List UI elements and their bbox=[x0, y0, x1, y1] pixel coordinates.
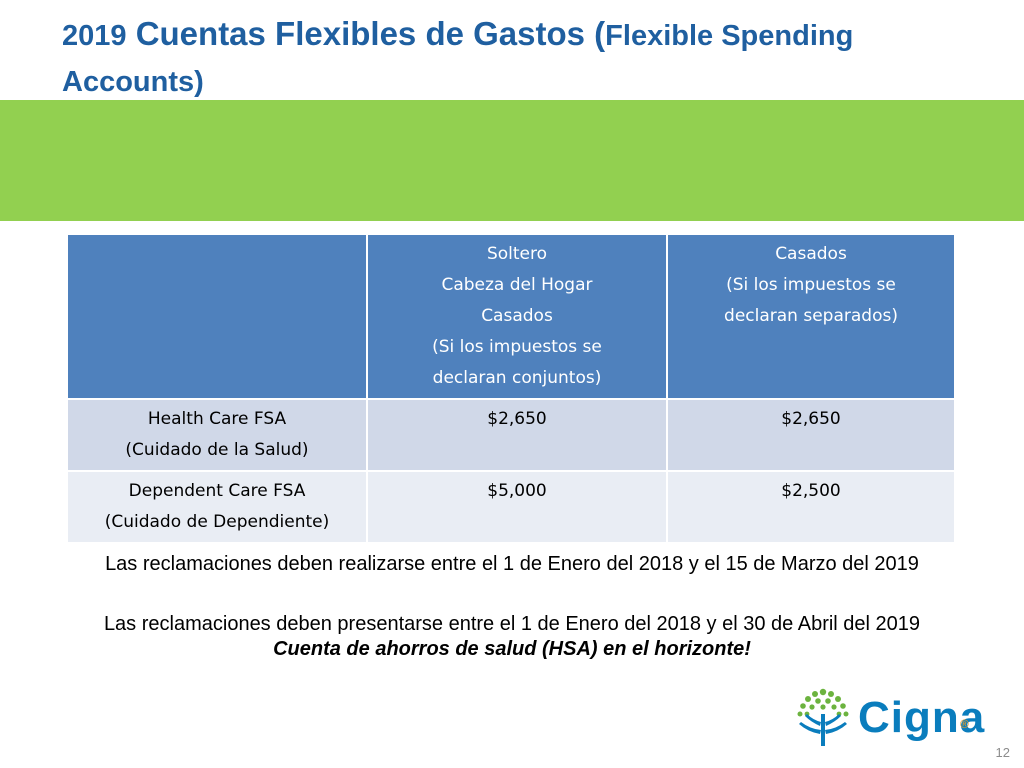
claims-realize-note: Las reclamaciones deben realizarse entre… bbox=[105, 553, 919, 575]
title-main: Cuentas Flexibles de Gastos ( bbox=[135, 15, 606, 52]
cigna-logo-text: Cigna bbox=[858, 693, 986, 742]
page-number: 12 bbox=[995, 745, 1010, 760]
header-married-separate: Casados (Si los impuestos se declaran se… bbox=[666, 233, 956, 400]
table-header-row: Soltero Cabeza del Hogar Casados (Si los… bbox=[66, 233, 956, 400]
registered-mark: ® bbox=[960, 717, 969, 731]
table-row: Health Care FSA (Cuidado de la Salud) $2… bbox=[66, 398, 956, 472]
header-empty-cell bbox=[66, 233, 368, 400]
green-banner bbox=[0, 100, 1024, 221]
slide-title: 2019 Cuentas Flexibles de Gastos (Flexib… bbox=[62, 12, 962, 104]
row-label-health-care: Health Care FSA (Cuidado de la Salud) bbox=[66, 398, 368, 472]
cell-dependent-single: $5,000 bbox=[366, 470, 668, 544]
header-single-joint: Soltero Cabeza del Hogar Casados (Si los… bbox=[366, 233, 668, 400]
hsa-note: Cuenta de ahorros de salud (HSA) en el h… bbox=[273, 638, 751, 660]
claims-submit-note: Las reclamaciones deben presentarse entr… bbox=[103, 613, 921, 635]
cell-health-married: $2,650 bbox=[666, 398, 956, 472]
table-row: Dependent Care FSA (Cuidado de Dependien… bbox=[66, 470, 956, 544]
notes-block: Las reclamaciones deben realizarse entre… bbox=[0, 549, 1024, 665]
cell-health-single: $2,650 bbox=[366, 398, 668, 472]
title-english: Flexible Spending Accounts) bbox=[62, 20, 854, 98]
row-label-dependent-care: Dependent Care FSA (Cuidado de Dependien… bbox=[66, 470, 368, 544]
title-year: 2019 bbox=[62, 20, 127, 52]
cell-dependent-married: $2,500 bbox=[666, 470, 956, 544]
cigna-tree-icon bbox=[797, 688, 849, 746]
fsa-limits-table: Soltero Cabeza del Hogar Casados (Si los… bbox=[66, 233, 956, 544]
